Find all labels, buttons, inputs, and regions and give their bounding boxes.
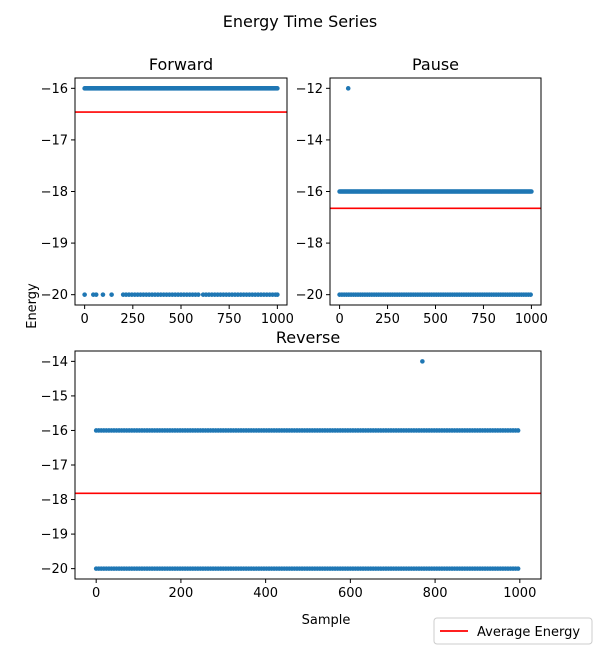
pause-point — [529, 189, 534, 194]
pause-x-tick-label: 500 — [423, 312, 448, 327]
reverse-axes-frame — [74, 350, 542, 580]
reverse-y-tick-label: −15 — [41, 389, 68, 404]
pause-y-tick-label: −16 — [296, 185, 323, 200]
subplot-reverse: Reverse 0 200 400 600 800 1000 −14 −15 −16 −17 −18 −… — [41, 328, 542, 601]
legend: Average Energy — [433, 617, 593, 645]
reverse-x-tick-label: 400 — [253, 586, 278, 601]
forward-point — [82, 292, 87, 297]
forward-point — [109, 292, 114, 297]
shared-x-axis-label: Sample — [302, 613, 351, 628]
forward-x-tick-label: 750 — [217, 312, 242, 327]
legend-frame — [433, 617, 593, 645]
pause-x-tick-label: 750 — [471, 312, 496, 327]
figure-title: Energy Time Series — [223, 12, 378, 31]
reverse-x-tick-label: 0 — [92, 586, 100, 601]
forward-y-tick-label: −16 — [41, 82, 68, 97]
pause-points — [337, 86, 534, 297]
reverse-point — [515, 566, 521, 571]
forward-x-tick-label: 250 — [120, 312, 145, 327]
reverse-x-tick-label: 800 — [423, 586, 448, 601]
reverse-y-tick-label: −18 — [41, 493, 68, 508]
subplot-pause: Pause 0 250 500 750 1000 −12 −14 −16 −18 −20 — [296, 55, 548, 327]
reverse-x-tick-label: 600 — [338, 586, 363, 601]
forward-point — [275, 292, 280, 297]
forward-point — [93, 292, 99, 297]
legend-label: Average Energy — [477, 625, 580, 640]
pause-x-tick-label: 0 — [335, 312, 343, 327]
reverse-y-tick-label: −14 — [41, 355, 68, 370]
forward-y-tick-label: −19 — [41, 237, 68, 252]
pause-x-tick-label: 1000 — [515, 312, 548, 327]
forward-y-tick-label: −18 — [41, 185, 68, 200]
reverse-outlier-point — [420, 359, 425, 364]
forward-x-tick-label: 1000 — [261, 312, 294, 327]
pause-x-tick-label: 250 — [375, 312, 400, 327]
reverse-x-tick-label: 200 — [168, 586, 193, 601]
reverse-title: Reverse — [276, 328, 340, 347]
forward-y-tick-label: −20 — [41, 288, 68, 303]
shared-y-axis-label: Energy — [25, 283, 40, 329]
forward-x-tick-label: 0 — [80, 312, 88, 327]
reverse-points — [93, 359, 521, 571]
forward-points — [82, 86, 280, 297]
reverse-point — [515, 428, 521, 433]
pause-y-tick-label: −12 — [296, 82, 323, 97]
reverse-y-tick-label: −19 — [41, 528, 68, 543]
forward-point — [100, 292, 106, 297]
pause-outlier-point — [345, 86, 351, 91]
pause-point — [528, 292, 533, 297]
reverse-y-tick-label: −17 — [41, 459, 68, 474]
forward-point — [196, 292, 201, 297]
reverse-y-tick-label: −20 — [41, 562, 68, 577]
reverse-x-tick-label: 1000 — [503, 586, 536, 601]
pause-y-tick-label: −18 — [296, 237, 323, 252]
forward-title: Forward — [149, 55, 213, 74]
forward-point — [275, 86, 280, 91]
pause-title: Pause — [412, 55, 459, 74]
forward-x-tick-label: 500 — [169, 312, 194, 327]
forward-y-tick-label: −17 — [41, 133, 68, 148]
pause-y-tick-label: −14 — [296, 133, 323, 148]
subplot-forward: Forward 0 250 500 750 1000 −16 −17 −18 −19 −20 — [41, 55, 294, 327]
pause-y-tick-label: −20 — [296, 288, 323, 303]
reverse-y-tick-label: −16 — [41, 424, 68, 439]
